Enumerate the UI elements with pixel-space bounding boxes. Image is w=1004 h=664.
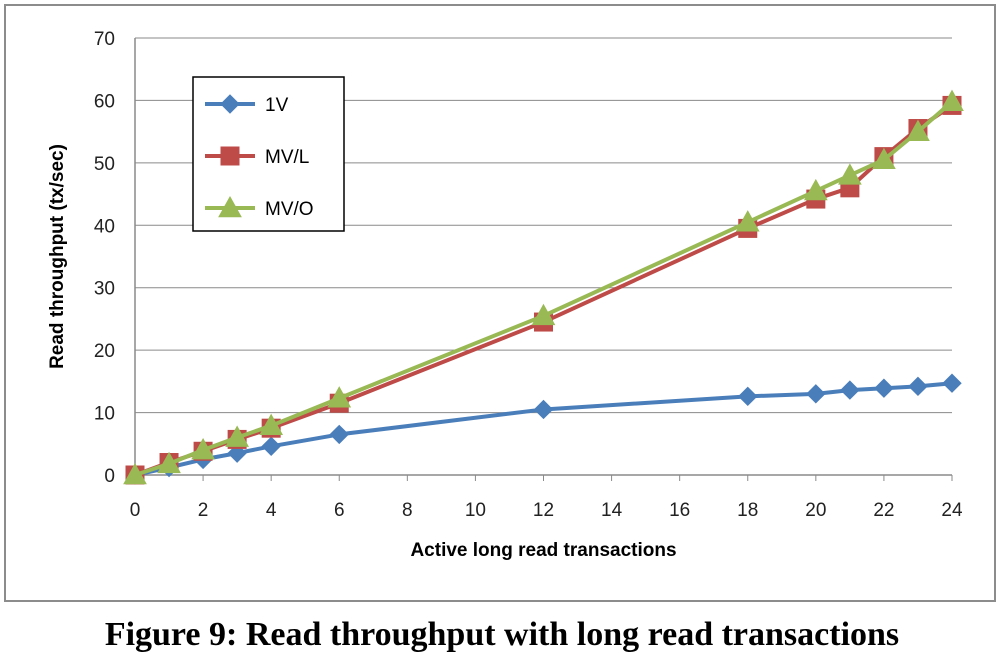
data-point-1v: [329, 424, 349, 445]
x-tick-label: 0: [130, 500, 141, 521]
y-tick-label: 20: [94, 341, 115, 362]
figure-caption: Figure 9: Read throughput with long read…: [104, 616, 900, 653]
data-point-1v: [533, 399, 554, 420]
x-tick-label: 18: [737, 500, 758, 521]
y-tick-label: 10: [94, 404, 115, 425]
x-axis-title: Active long read transactions: [410, 540, 676, 561]
y-tick-label: 50: [94, 154, 115, 175]
x-tick-label: 12: [533, 500, 554, 521]
y-tick-label: 60: [94, 91, 115, 112]
data-point-mv-o: [735, 210, 760, 232]
data-point-mv-o: [803, 178, 828, 201]
legend-marker-mv-o: [218, 195, 242, 218]
data-point-mv-o: [225, 425, 249, 447]
chart-frame: [4, 4, 996, 602]
data-point-mv-o: [157, 451, 181, 474]
x-tick-label: 24: [941, 500, 963, 521]
data-point-mv-o: [123, 462, 147, 485]
x-tick-label: 20: [805, 500, 826, 521]
legend-label-mv-l: MV/L: [265, 147, 309, 168]
x-tick-label: 10: [465, 500, 486, 521]
legend-marker-mv-l: [220, 146, 240, 166]
y-axis-title: Read throughput (tx/sec): [47, 144, 68, 369]
y-tick-label: 40: [94, 216, 115, 237]
data-point-mv-o: [838, 163, 862, 185]
x-tick-label: 22: [873, 500, 894, 521]
x-tick-label: 4: [266, 500, 277, 521]
data-point-1v: [942, 373, 962, 393]
x-tick-label: 8: [402, 500, 413, 521]
x-tick-label: 16: [669, 500, 690, 521]
x-tick-label: 2: [198, 500, 209, 521]
data-point-mv-o: [191, 437, 215, 460]
y-tick-label: 30: [94, 279, 115, 300]
data-point-1v: [806, 384, 826, 404]
y-tick-label: 0: [104, 466, 115, 487]
x-tick-label: 6: [334, 500, 345, 521]
data-point-mv-o: [531, 303, 556, 326]
data-point-1v: [840, 380, 860, 400]
data-point-1v: [738, 386, 758, 407]
data-point-mv-o: [872, 147, 896, 170]
x-tick-label: 14: [601, 500, 623, 521]
data-point-mv-o: [906, 119, 930, 141]
data-point-mv-o: [259, 413, 284, 435]
y-tick-label: 70: [94, 29, 115, 50]
data-point-1v: [874, 378, 894, 398]
data-point-1v: [908, 376, 928, 397]
legend-marker-1v: [220, 94, 240, 114]
legend-label-1v: 1V: [265, 95, 289, 116]
data-point-1v: [261, 436, 281, 456]
legend-label-mv-o: MV/O: [265, 199, 314, 220]
data-point-mv-o: [940, 89, 964, 111]
data-point-mv-o: [327, 386, 352, 408]
